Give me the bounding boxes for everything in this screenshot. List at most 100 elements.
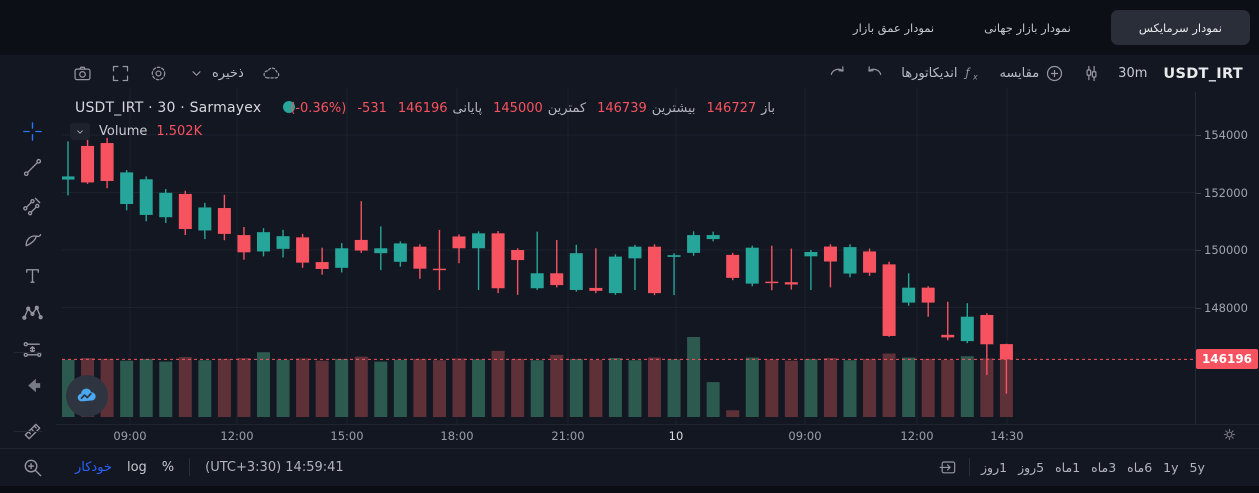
redo-icon <box>827 63 848 84</box>
indicators-button[interactable]: اندیکاتورها ƒ x <box>901 63 983 84</box>
candle <box>178 190 192 236</box>
candle <box>843 244 857 278</box>
volume-bar <box>569 358 583 417</box>
toolbar-left-group: ذخیره <box>62 55 282 92</box>
volume-bar <box>452 358 466 417</box>
compare-candles-icon <box>1081 63 1102 84</box>
goto-date-button[interactable] <box>938 457 958 477</box>
bottom-bar-border <box>0 448 1259 449</box>
tab-sarmayex-chart[interactable]: نمودار سرمایکس <box>1110 10 1250 45</box>
volume-bar <box>139 358 153 417</box>
sarmayex-logo-watermark <box>66 375 108 417</box>
compare-button[interactable]: مقایسه <box>999 63 1065 84</box>
candle <box>217 194 231 241</box>
ohlc-label: پایانی <box>452 101 483 116</box>
cloud-icon <box>261 63 282 84</box>
tab-depth-chart[interactable]: نمودار عمق بازار <box>853 20 935 35</box>
candle <box>62 141 75 196</box>
xabcd-pattern-tool[interactable] <box>10 295 54 329</box>
compare-button-label: مقایسه <box>999 66 1040 81</box>
goto-date-icon <box>939 461 956 474</box>
candle <box>472 231 486 290</box>
crosshair-tool[interactable] <box>10 114 54 148</box>
crosshair-icon <box>21 120 44 143</box>
page-bottom-strip <box>0 486 1259 493</box>
volume-collapse-button[interactable] <box>70 123 90 140</box>
hide-drawings-arrow[interactable] <box>10 368 54 402</box>
price-label: 148000 <box>1204 300 1248 315</box>
percent-scale-toggle[interactable]: % <box>161 459 175 475</box>
brush-tool[interactable] <box>10 222 54 256</box>
candle <box>804 250 818 290</box>
volume-bar <box>745 357 759 417</box>
volume-bar <box>198 360 212 417</box>
candle <box>491 231 505 294</box>
change-pct: (-0.36%) <box>290 101 347 116</box>
auto-scale-toggle[interactable]: خودکار <box>75 459 112 475</box>
trend-line-tool[interactable] <box>10 150 54 184</box>
fib-retracement-tool[interactable] <box>10 188 54 222</box>
candle <box>550 239 564 288</box>
candle <box>628 244 642 290</box>
cloud-save-button[interactable] <box>261 63 282 84</box>
undo-button[interactable] <box>864 63 885 84</box>
snapshot-button[interactable] <box>72 63 93 84</box>
candle <box>530 231 544 290</box>
price-tick <box>1196 192 1201 194</box>
chart-settings-button[interactable] <box>148 63 169 84</box>
volume-bar <box>784 360 798 417</box>
candle <box>784 248 798 290</box>
save-layout-button[interactable]: ذخیره <box>186 63 244 84</box>
forecast-tool[interactable] <box>10 332 54 366</box>
gear-icon <box>148 63 169 84</box>
range-button-1[interactable]: 5روز <box>1018 459 1045 475</box>
range-button-0[interactable]: 1روز <box>981 459 1008 475</box>
chart-style-button[interactable] <box>1081 63 1102 84</box>
candle <box>882 261 896 337</box>
xabcd-icon <box>21 301 44 324</box>
range-button-4[interactable]: 6ماه <box>1127 459 1153 475</box>
redo-button[interactable] <box>827 63 848 84</box>
timezone-clock[interactable]: (UTC+3:30) 14:59:41 <box>205 459 344 475</box>
date-range-bar: 1روز 5روز 1ماه 3ماه 6ماه 1y 5y <box>938 448 1205 486</box>
zoom-in-tool[interactable] <box>10 450 54 484</box>
interval-button[interactable]: 30m <box>1118 66 1147 81</box>
volume-bar <box>628 360 642 417</box>
volume-bar <box>550 354 564 417</box>
tab-global-market-chart[interactable]: نمودار بازار جهانی <box>984 20 1071 35</box>
arrow-left-icon <box>21 374 44 397</box>
candle <box>120 170 134 211</box>
volume-bar <box>960 356 974 417</box>
volume-bar <box>159 361 173 417</box>
divider <box>969 458 970 476</box>
plus-circle-icon <box>1044 63 1065 84</box>
candle <box>706 231 720 242</box>
ohlc-value: 146739 <box>597 101 647 116</box>
ohlc-label: باز <box>761 101 775 116</box>
symbol-button[interactable]: USDT_IRT <box>1163 66 1243 82</box>
range-button-6[interactable]: 5y <box>1189 459 1205 475</box>
candle <box>687 231 701 256</box>
axis-settings-icon[interactable] <box>1217 422 1241 446</box>
range-button-2[interactable]: 1ماه <box>1055 459 1081 475</box>
chevron-down-icon <box>186 63 207 84</box>
price-tick <box>1196 135 1201 136</box>
text-icon <box>21 264 44 287</box>
volume-bar <box>178 357 192 417</box>
chart-canvas[interactable] <box>62 88 1195 424</box>
log-scale-toggle[interactable]: log <box>126 459 147 475</box>
svg-text:ƒ: ƒ <box>964 66 972 80</box>
fullscreen-button[interactable] <box>110 63 131 84</box>
ohlc-label: بیشترین <box>651 101 696 116</box>
volume-bar <box>726 410 740 417</box>
range-button-3[interactable]: 3ماه <box>1091 459 1117 475</box>
forecast-icon <box>21 338 44 361</box>
legend-symbol[interactable]: USDT_IRT · 30 · Sarmayex <box>75 100 262 116</box>
ohlc-value: 146196 <box>397 101 448 116</box>
range-button-5[interactable]: 1y <box>1163 459 1179 475</box>
top-tab-strip: نمودار عمق بازار نمودار بازار جهانی نمودار… <box>0 0 1259 55</box>
price-label: 150000 <box>1204 243 1248 257</box>
time-label: 15:00 <box>330 429 364 443</box>
text-tool[interactable] <box>10 258 54 292</box>
chevron-down-icon <box>77 129 83 134</box>
